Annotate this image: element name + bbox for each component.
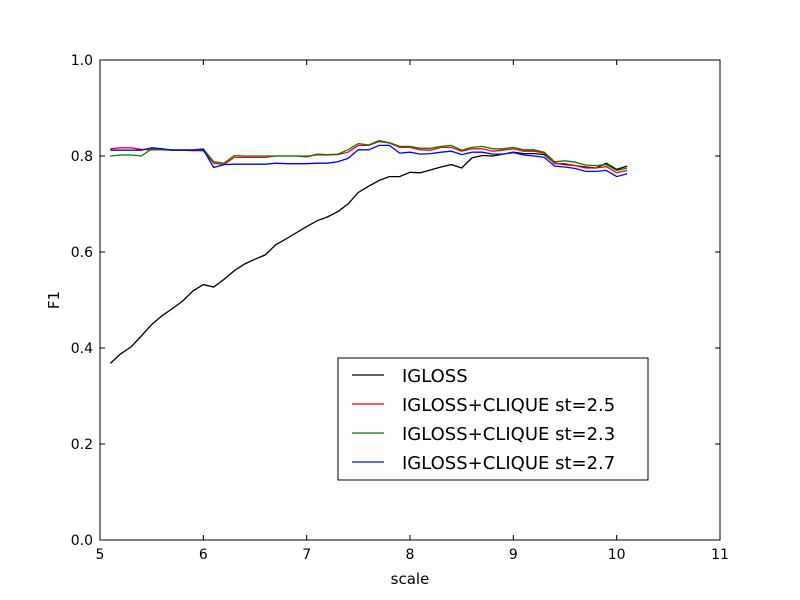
legend-box	[337, 357, 649, 481]
x-tick-label: 5	[96, 547, 105, 563]
plot-lines	[109, 139, 628, 364]
legend-label: IGLOSS+CLIQUE st=2.5	[402, 395, 615, 416]
y-tick-label: 0.8	[71, 149, 93, 165]
y-tick-label: 0.4	[71, 341, 93, 357]
x-tick-label: 7	[302, 547, 311, 563]
legend-label: IGLOSS+CLIQUE st=2.3	[402, 424, 615, 445]
x-tick-label: 10	[608, 547, 626, 563]
legend: IGLOSS IGLOSS+CLIQUE st=2.5 IGLOSS+CLIQUE …	[337, 357, 649, 481]
y-tick-label: 0.2	[71, 437, 93, 453]
y-tick-label: 1.0	[71, 53, 93, 69]
y-axis-label: F1	[45, 291, 63, 309]
series-line-4	[110, 144, 628, 178]
y-tick-label: 0.6	[71, 245, 93, 261]
plot-area-frame	[99, 59, 721, 541]
axis-ticks: 5 6 7 8 9 10 11 0.0 0.2 0.4 0.6 0.8 1.0	[71, 53, 729, 563]
legend-label: IGLOSS+CLIQUE st=2.7	[402, 453, 615, 474]
x-axis-label: scale	[391, 570, 430, 588]
series-line-1	[109, 151, 628, 364]
legend-label: IGLOSS	[402, 366, 468, 387]
x-tick-label: 11	[711, 547, 729, 563]
x-tick-label: 9	[509, 547, 518, 563]
x-tick-label: 8	[406, 547, 415, 563]
y-tick-label: 0.0	[71, 533, 93, 549]
x-tick-label: 6	[199, 547, 208, 563]
